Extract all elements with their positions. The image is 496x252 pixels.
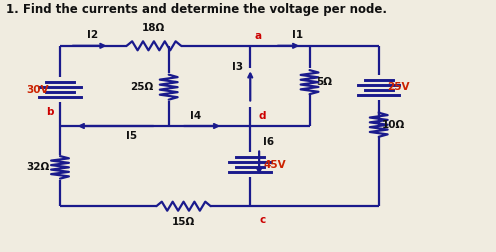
Text: 15Ω: 15Ω [172,217,195,228]
Text: I5: I5 [126,131,137,141]
Text: I1: I1 [292,29,303,40]
Text: 45V: 45V [264,160,286,170]
Text: I3: I3 [232,62,244,72]
Text: 10Ω: 10Ω [382,120,405,130]
Text: a: a [254,31,261,41]
Text: I6: I6 [263,137,275,147]
Text: 32Ω: 32Ω [26,162,50,172]
Text: 25Ω: 25Ω [130,82,153,92]
Text: 25V: 25V [387,82,410,92]
Text: I2: I2 [87,29,98,40]
Text: 1. Find the currents and determine the voltage per node.: 1. Find the currents and determine the v… [5,3,387,16]
Text: 18Ω: 18Ω [142,23,166,33]
Text: 30V: 30V [26,85,49,95]
Text: I4: I4 [190,111,201,121]
Text: d: d [259,111,266,121]
Text: c: c [259,215,266,225]
Text: b: b [46,107,54,117]
Text: 5Ω: 5Ω [316,77,332,87]
